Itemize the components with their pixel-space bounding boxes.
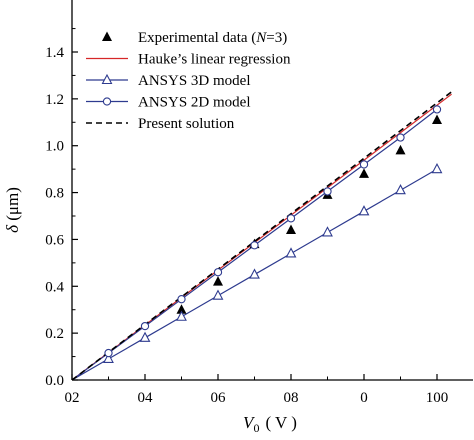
y-axis-label: δ (μm) bbox=[3, 187, 22, 233]
series-line bbox=[72, 93, 452, 380]
data-point bbox=[285, 247, 297, 258]
y-tick-label: 0.8 bbox=[45, 186, 64, 202]
series-0-markers bbox=[176, 114, 442, 314]
data-point bbox=[176, 304, 187, 314]
y-tick-label: 0.0 bbox=[45, 373, 64, 389]
data-point bbox=[213, 268, 223, 277]
data-point bbox=[395, 144, 406, 155]
data-point bbox=[431, 162, 443, 174]
x-tick-label: 08 bbox=[284, 390, 299, 406]
legend-label: ANSYS 3D model bbox=[138, 73, 251, 89]
y-tick-label: 1.2 bbox=[45, 92, 64, 108]
series-line bbox=[72, 91, 453, 380]
data-point bbox=[139, 331, 151, 342]
series-4 bbox=[72, 91, 453, 380]
data-point bbox=[322, 226, 333, 237]
x-tick-label: 100 bbox=[426, 390, 449, 406]
plot-area bbox=[72, 91, 453, 380]
data-point bbox=[432, 114, 442, 124]
data-point bbox=[249, 268, 260, 279]
y-tick-label: 0.6 bbox=[45, 232, 64, 248]
data-point bbox=[176, 310, 187, 321]
legend-label: Experimental data (N=3) bbox=[138, 30, 287, 46]
y-tick-label: 1.0 bbox=[45, 139, 64, 155]
x-tick-label: 06 bbox=[211, 390, 227, 406]
data-point bbox=[395, 184, 406, 195]
y-tick-label: 1.4 bbox=[45, 45, 64, 61]
x-tick-label: 02 bbox=[65, 390, 80, 406]
data-point bbox=[104, 348, 113, 358]
data-point bbox=[213, 276, 223, 286]
data-point bbox=[358, 205, 370, 216]
data-point bbox=[359, 160, 369, 169]
data-point bbox=[396, 133, 405, 142]
x-tick-label: 0 bbox=[360, 390, 368, 406]
data-point bbox=[323, 187, 332, 196]
series-1 bbox=[72, 93, 452, 380]
data-point bbox=[177, 295, 186, 304]
x-tick-label: 04 bbox=[138, 390, 154, 406]
legend-label: Present solution bbox=[138, 116, 235, 132]
series-3-markers bbox=[104, 105, 442, 358]
legend-label: Hauke’s linear regression bbox=[138, 52, 291, 68]
legend-marker bbox=[102, 31, 112, 41]
data-point bbox=[432, 105, 442, 114]
data-point bbox=[286, 224, 296, 235]
series-2-markers bbox=[103, 162, 443, 363]
y-tick-label: 0.2 bbox=[45, 326, 64, 342]
data-point bbox=[140, 321, 150, 331]
legend-label: ANSYS 2D model bbox=[138, 95, 251, 111]
data-point bbox=[250, 241, 259, 250]
data-point bbox=[103, 352, 114, 363]
legend: Experimental data (N=3) Hauke’s linear re… bbox=[86, 30, 291, 132]
legend-marker bbox=[102, 97, 112, 106]
data-point bbox=[286, 214, 296, 223]
data-point bbox=[212, 289, 224, 300]
data-point bbox=[359, 168, 369, 178]
x-axis-label: V0( V ) bbox=[243, 413, 297, 435]
legend-marker bbox=[101, 73, 113, 85]
y-tick-label: 0.4 bbox=[45, 279, 64, 295]
